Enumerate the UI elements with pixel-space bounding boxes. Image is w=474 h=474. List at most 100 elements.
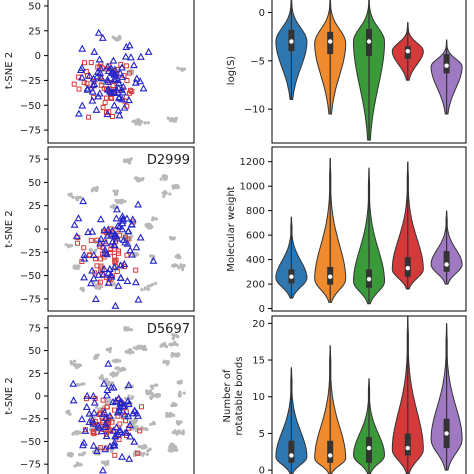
triangle-marker [100, 225, 109, 233]
triangle-marker [94, 28, 103, 36]
violin-median-dot [444, 431, 449, 436]
triangle-marker [70, 220, 79, 228]
background-point [143, 344, 147, 348]
violin-iqr-box [327, 440, 334, 463]
background-point [118, 36, 122, 40]
square-marker [81, 245, 87, 251]
triangle-marker [89, 391, 98, 399]
background-point [74, 364, 78, 368]
triangle-marker [80, 250, 89, 258]
square-marker [71, 81, 77, 87]
triangle-marker [81, 426, 90, 434]
square-marker [112, 407, 118, 413]
violin-panel-logs: 0 −5 −10 log(S) [226, 0, 467, 144]
background-point [110, 449, 114, 453]
square-marker [86, 252, 92, 258]
square-marker [76, 86, 82, 92]
triangle-marker [118, 214, 127, 222]
background-point [166, 412, 170, 416]
background-point [163, 190, 167, 194]
square-marker [127, 87, 133, 93]
tsne-panel-2: 75 50 25 0 −25 −50 −75 t-SNE 2 D2999 [4, 146, 195, 312]
background-point [75, 265, 79, 269]
triangle-marker [91, 294, 100, 302]
y-axis-label-line: rotatable bonds [234, 357, 245, 436]
triangle-marker [114, 281, 123, 289]
background-point [159, 344, 163, 348]
background-point [164, 174, 168, 179]
violin-iqr-box [288, 440, 295, 463]
square-marker [101, 86, 107, 92]
triangle-marker [89, 81, 98, 89]
y-tick-label: 15 [252, 356, 265, 367]
background-point [165, 362, 169, 366]
triangle-marker [78, 441, 87, 449]
triangle-marker [106, 442, 114, 450]
y-tick-label: −25 [20, 414, 41, 425]
triangle-marker [92, 105, 101, 113]
background-point [151, 282, 155, 287]
triangle-marker [101, 419, 110, 427]
triangle-marker [115, 111, 124, 119]
background-point [116, 371, 120, 375]
background-point [119, 201, 124, 205]
background-point [80, 382, 84, 386]
triangle-marker [110, 88, 119, 97]
background-point [141, 453, 145, 457]
triangle-marker [108, 69, 116, 77]
triangle-marker [92, 446, 101, 454]
y-tick-label: 50 [28, 178, 41, 189]
triangle-marker [109, 426, 118, 434]
y-tick-label: 10 [252, 392, 265, 403]
triangle-marker [82, 402, 91, 410]
background-point [174, 263, 178, 267]
violins [275, 0, 463, 141]
triangle-marker [74, 214, 83, 222]
triangle-marker [130, 61, 138, 69]
background-point [129, 157, 133, 161]
background-point [78, 195, 82, 199]
triangle-marker [103, 75, 112, 83]
square-marker [133, 267, 139, 273]
background-point [77, 453, 82, 457]
triangle-marker [100, 264, 109, 273]
y-axis-label-line: Number of [222, 369, 233, 422]
background-point [72, 266, 76, 270]
triangle-marker [114, 221, 122, 229]
triangle-marker [125, 96, 133, 104]
background-point [178, 380, 182, 384]
triangle-marker [83, 391, 92, 399]
triangle-marker [122, 42, 131, 50]
y-tick-label: 800 [246, 206, 265, 217]
violin-median-dot [444, 262, 449, 267]
square-marker [91, 431, 97, 437]
background-point [106, 381, 110, 385]
triangle-marker [139, 84, 148, 92]
triangle-marker [144, 47, 153, 55]
triangle-marker [131, 278, 140, 286]
scatter-points [65, 326, 186, 474]
triangle-marker [102, 432, 111, 440]
square-marker [86, 114, 92, 120]
background-point [181, 429, 185, 433]
background-point [110, 381, 115, 385]
triangle-marker [123, 276, 132, 285]
square-marker [99, 267, 105, 273]
background-point [143, 120, 147, 125]
background-point [154, 281, 158, 285]
background-point [143, 286, 147, 290]
background-point [170, 443, 174, 448]
violin-median-dot [405, 445, 410, 451]
triangle-marker [127, 220, 136, 228]
triangle-marker [118, 219, 127, 227]
triangle-marker [126, 432, 135, 440]
background-point [179, 263, 183, 267]
violin-iqr-box [443, 251, 450, 272]
background-point [94, 248, 98, 252]
square-marker [84, 81, 90, 87]
triangle-marker [96, 215, 105, 223]
y-tick-label: 50 [28, 346, 41, 357]
background-point [166, 116, 170, 120]
triangle-marker [127, 53, 135, 61]
triangle-marker [124, 226, 133, 234]
